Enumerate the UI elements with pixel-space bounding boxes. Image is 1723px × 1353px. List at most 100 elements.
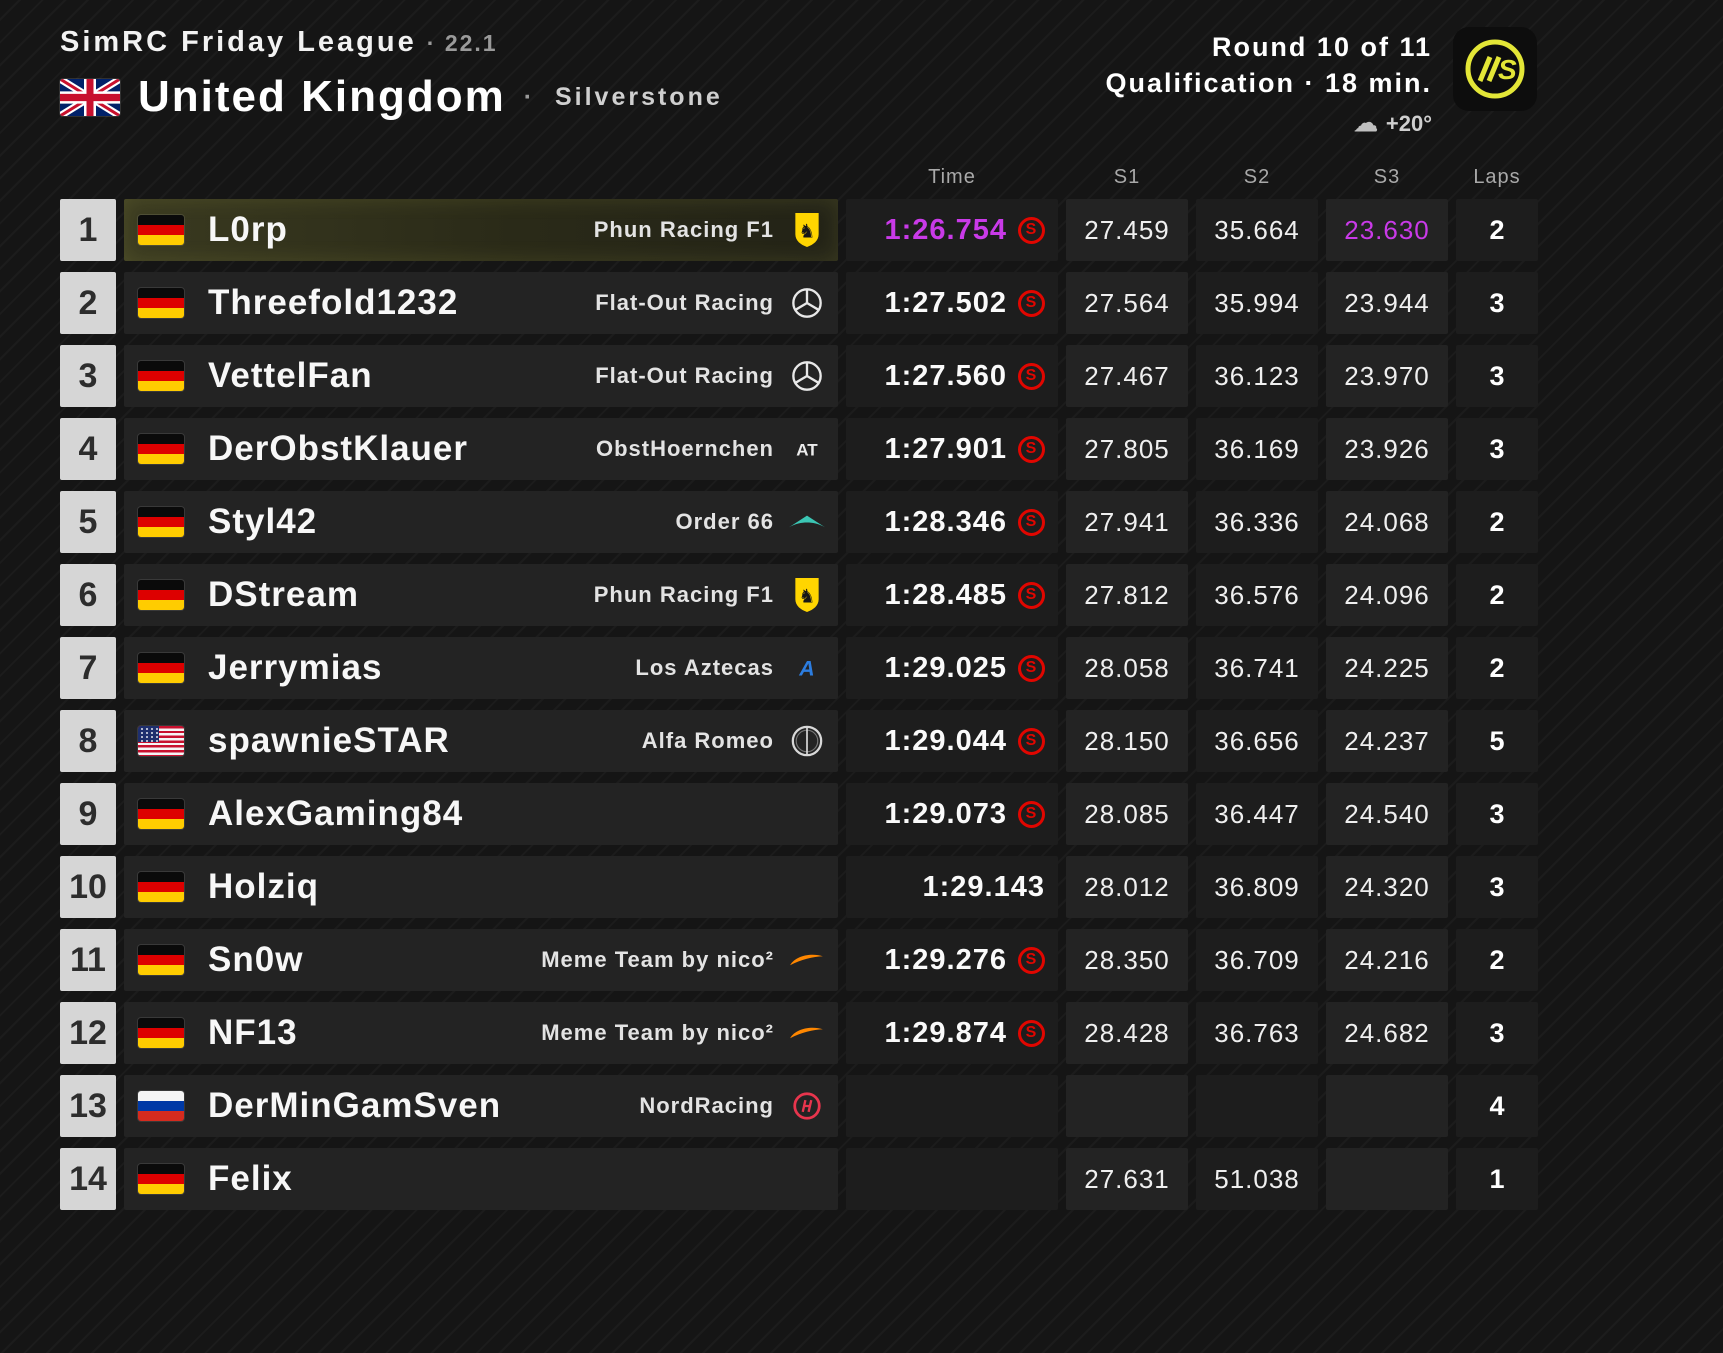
driver-name: Felix: [208, 1159, 293, 1198]
soft-tyre-icon: S: [1018, 216, 1045, 244]
position-number: 5: [78, 502, 98, 541]
position-number: 8: [78, 721, 98, 760]
laps-cell: 5: [1456, 710, 1538, 772]
col-laps: Laps: [1473, 165, 1521, 188]
driver-cell: L0rp Phun Racing F1 ♞: [124, 199, 838, 261]
laps-count: 2: [1489, 579, 1505, 610]
sector3-cell: 23.926: [1326, 418, 1448, 480]
sector1-time: 28.428: [1084, 1017, 1170, 1048]
position-badge: 13: [60, 1075, 116, 1137]
team-name: Flat-Out Racing: [595, 363, 774, 388]
sector3-time: 24.216: [1344, 944, 1430, 975]
league-title: SimRC Friday League: [60, 26, 417, 58]
sector1-time: 27.564: [1084, 287, 1170, 318]
soft-tyre-icon: S: [1018, 289, 1045, 317]
lap-time: 1:28.485: [884, 578, 1007, 611]
col-time: Time: [928, 165, 976, 188]
team-name: Phun Racing F1: [593, 217, 774, 242]
sector3-time: 23.926: [1344, 433, 1430, 464]
laps-count: 1: [1489, 1163, 1505, 1194]
position-badge: 10: [60, 856, 116, 918]
sector2-time: 36.809: [1214, 871, 1300, 902]
soft-tyre-icon: S: [1018, 727, 1045, 755]
driver-cell: Styl42 Order 66: [124, 491, 838, 553]
time-cell: 1:29.044 S: [846, 710, 1058, 772]
haas-logo: [788, 1087, 826, 1125]
de-flag: [138, 799, 184, 829]
mercedes-logo: [788, 284, 826, 322]
session-info: Round 10 of 11 Qualification · 18 min. +…: [1105, 26, 1432, 138]
ru-flag: [138, 1091, 184, 1121]
sector2-time: 51.038: [1214, 1163, 1300, 1194]
de-flag: [138, 945, 184, 975]
lap-time: 1:28.346: [884, 505, 1007, 538]
driver-cell: VettelFan Flat-Out Racing: [124, 345, 838, 407]
position-badge: 1: [60, 199, 116, 261]
sector3-time: 24.237: [1344, 725, 1430, 756]
sector2-cell: 36.656: [1196, 710, 1318, 772]
sector2-cell: 35.994: [1196, 272, 1318, 334]
sector2-time: 36.447: [1214, 798, 1300, 829]
soft-tyre-icon: S: [1018, 581, 1045, 609]
sector3-time: 24.682: [1344, 1017, 1430, 1048]
laps-count: 2: [1489, 506, 1505, 537]
sector2-time: 36.123: [1214, 360, 1300, 391]
soft-tyre-icon: S: [1018, 1019, 1045, 1047]
time-cell: 1:29.073 S: [846, 783, 1058, 845]
driver-cell: DStream Phun Racing F1 ♞: [124, 564, 838, 626]
sector3-cell: 24.225: [1326, 637, 1448, 699]
sector2-cell: 36.447: [1196, 783, 1318, 845]
laps-count: 2: [1489, 944, 1505, 975]
driver-name: Styl42: [208, 502, 318, 541]
laps-cell: 3: [1456, 1002, 1538, 1064]
position-badge: 8: [60, 710, 116, 772]
sector1-cell: 28.058: [1066, 637, 1188, 699]
soft-tyre-icon: S: [1018, 508, 1045, 536]
table-row: 9 AlexGaming84 1:29.073 S 28.085 36.447 …: [60, 783, 1538, 845]
time-cell: 1:28.485 S: [846, 564, 1058, 626]
position-number: 3: [78, 356, 98, 395]
sector1-time: 28.350: [1084, 944, 1170, 975]
soft-tyre-icon: S: [1018, 946, 1045, 974]
sector1-cell: 27.941: [1066, 491, 1188, 553]
driver-cell: Holziq: [124, 856, 838, 918]
sector1-cell: 27.467: [1066, 345, 1188, 407]
driver-name: Jerrymias: [208, 648, 383, 687]
sector1-time: 27.631: [1084, 1163, 1170, 1194]
sector2-cell: 36.576: [1196, 564, 1318, 626]
position-number: 14: [69, 1159, 107, 1198]
sector2-time: 35.994: [1214, 287, 1300, 318]
driver-name: AlexGaming84: [208, 794, 464, 833]
laps-count: 3: [1489, 433, 1505, 464]
col-s2: S2: [1243, 165, 1271, 188]
weather-row: +20°: [1105, 109, 1432, 138]
league-title-row: SimRC Friday League · 22.1: [60, 26, 723, 59]
position-badge: 4: [60, 418, 116, 480]
table-row: 11 Sn0w Meme Team by nico² 1:29.276 S 28…: [60, 929, 1538, 991]
sector3-time: 24.096: [1344, 579, 1430, 610]
round-label: Round 10 of 11: [1211, 32, 1432, 62]
position-badge: 2: [60, 272, 116, 334]
team-name: Meme Team by nico²: [541, 1020, 774, 1045]
laps-count: 3: [1489, 360, 1505, 391]
sector3-cell: 23.944: [1326, 272, 1448, 334]
table-row: 8 spawnieSTAR Alfa Romeo 1:29.044 S 28.1…: [60, 710, 1538, 772]
lap-time: 1:29.044: [884, 724, 1007, 757]
table-row: 4 DerObstKlauer ObstHoernchen AT 1:27.90…: [60, 418, 1538, 480]
sector3-time: 23.944: [1344, 287, 1430, 318]
lap-time: 1:29.143: [922, 870, 1045, 903]
driver-name: DerObstKlauer: [208, 429, 469, 468]
svg-text:♞: ♞: [798, 586, 815, 607]
sector2-cell: 36.169: [1196, 418, 1318, 480]
sector1-cell: 28.085: [1066, 783, 1188, 845]
position-badge: 14: [60, 1148, 116, 1210]
sector3-time: 24.540: [1344, 798, 1430, 829]
team-name: Meme Team by nico²: [541, 947, 774, 972]
column-headers: Time S1 S2 S3 Laps: [60, 164, 1538, 190]
position-badge: 6: [60, 564, 116, 626]
sector1-cell: 28.428: [1066, 1002, 1188, 1064]
track-name: Silverstone: [554, 82, 723, 111]
laps-cell: 3: [1456, 783, 1538, 845]
us-flag: [138, 726, 184, 756]
position-badge: 12: [60, 1002, 116, 1064]
